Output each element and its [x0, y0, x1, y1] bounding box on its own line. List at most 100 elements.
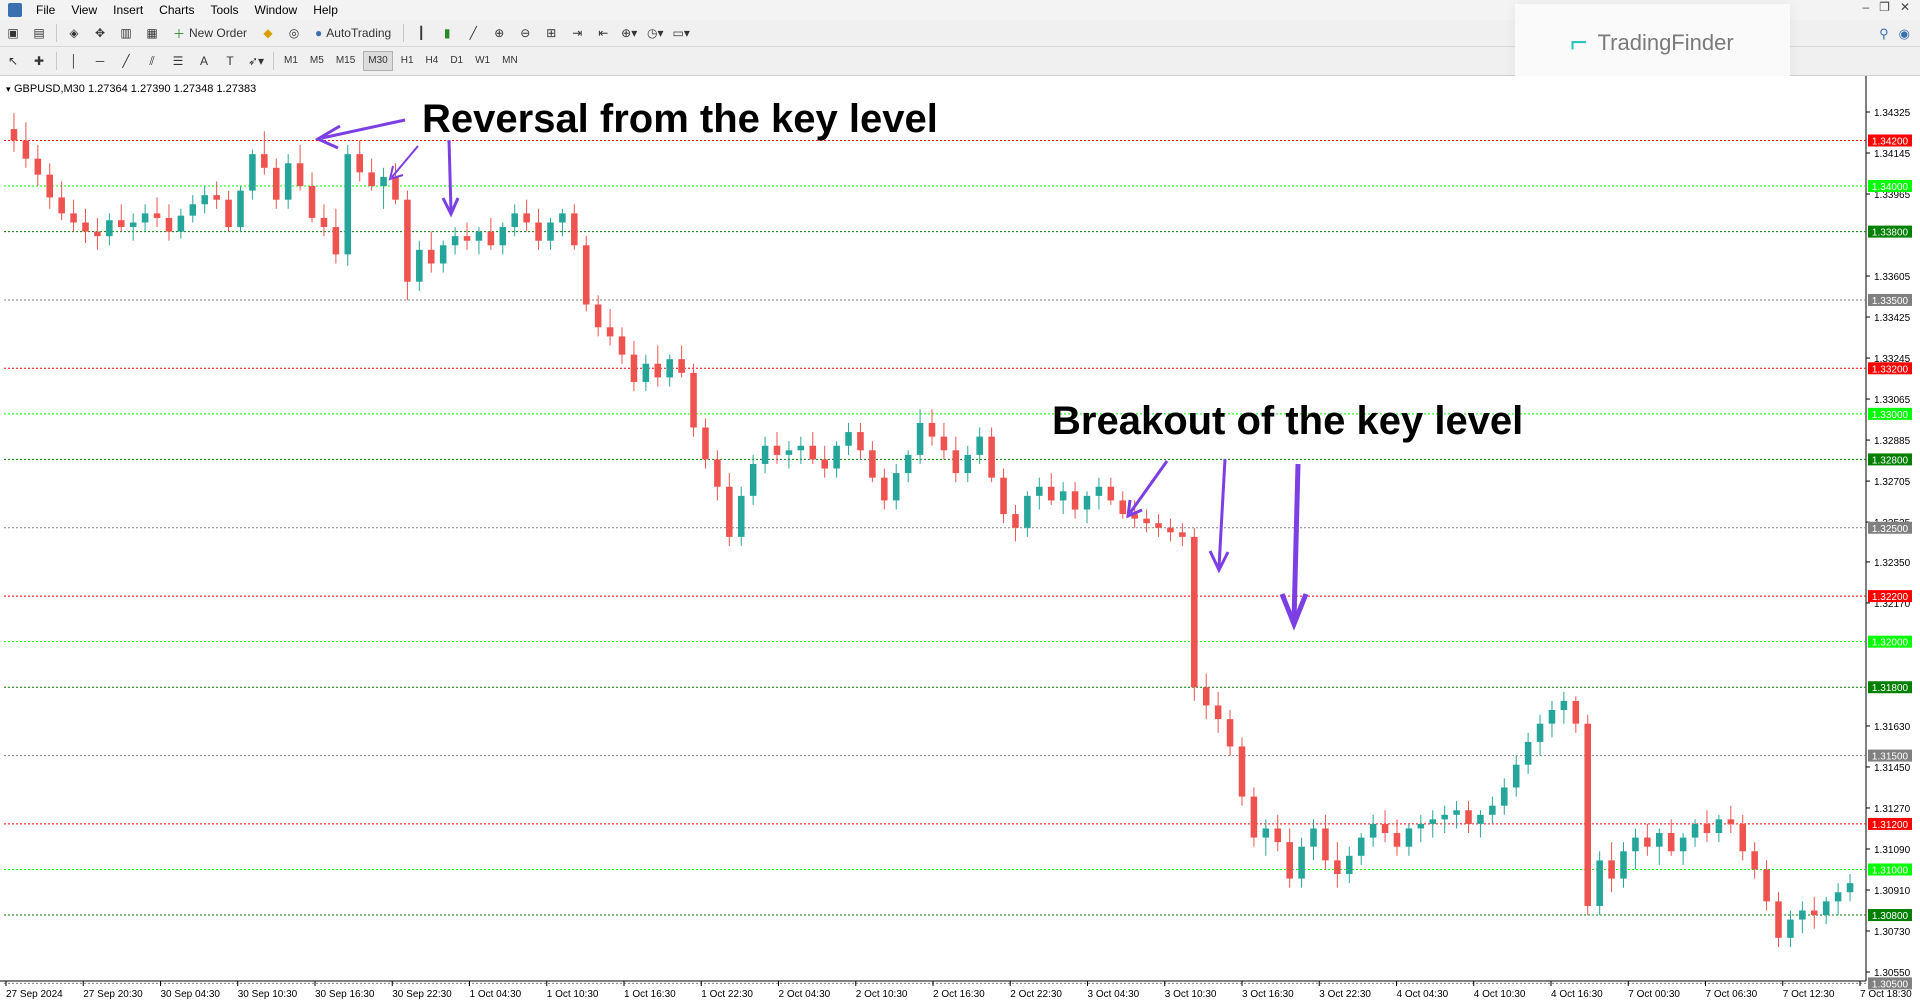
timeframe-d1[interactable]: D1: [450, 55, 464, 66]
candle-body: [1560, 700, 1568, 711]
auto-scroll-icon[interactable]: ⇥: [572, 26, 583, 40]
candle-body: [1047, 486, 1055, 501]
signals-icon[interactable]: ◎: [288, 26, 300, 40]
candle-body: [416, 249, 423, 282]
new-order-label: New Order: [189, 26, 248, 40]
price-tick-label: 1.30910: [1874, 886, 1911, 897]
menu-insert[interactable]: Insert: [113, 3, 144, 17]
search-icon[interactable]: ⚲: [1879, 26, 1889, 41]
candle-body: [1131, 514, 1138, 519]
menu-window[interactable]: Window: [254, 3, 298, 17]
candle-body: [952, 450, 960, 474]
candle-body: [1572, 700, 1580, 724]
new-order-button[interactable]: ＋ New Order: [167, 23, 253, 43]
key-level-tag-label: 1.34200: [1872, 136, 1909, 147]
horizontal-line-icon[interactable]: ─: [95, 54, 105, 68]
timeframe-h1[interactable]: H1: [400, 55, 414, 66]
timeframe-w1[interactable]: W1: [475, 55, 491, 66]
community-icon[interactable]: ◉: [1898, 26, 1910, 41]
new-chart-icon[interactable]: ▣: [7, 26, 19, 40]
navigator-icon[interactable]: ▥: [120, 26, 132, 40]
candle-body: [1036, 486, 1043, 496]
data-window-icon[interactable]: ✥: [94, 26, 106, 40]
time-tick-label: 3 Oct 16:30: [1242, 989, 1294, 1000]
crosshair-icon[interactable]: ✚: [33, 54, 45, 68]
line-chart-icon[interactable]: ╱: [469, 26, 477, 40]
time-tick-label: 7 Oct 18:30: [1860, 989, 1912, 1000]
cursor-icon[interactable]: ↖: [7, 54, 19, 68]
vertical-line-icon[interactable]: │: [70, 54, 78, 68]
timeframe-m1[interactable]: M1: [284, 55, 298, 66]
arrows-icon[interactable]: ➶▾: [247, 54, 265, 68]
meta-editor-icon[interactable]: ◆: [263, 26, 273, 40]
candle-body: [1584, 723, 1592, 906]
candle-body: [964, 454, 972, 474]
candle-body: [451, 236, 459, 246]
candle-body: [1429, 819, 1437, 824]
indicators-icon[interactable]: ⊕▾: [621, 26, 638, 40]
zoom-in-icon[interactable]: ⊕: [494, 26, 505, 40]
market-watch-icon[interactable]: ◈: [69, 26, 79, 40]
menu-help[interactable]: Help: [313, 3, 338, 17]
candle-body: [1071, 491, 1079, 510]
minimize-icon[interactable]: –: [1862, 0, 1870, 14]
candle-body: [58, 197, 65, 214]
profiles-icon[interactable]: ▤: [33, 26, 45, 40]
price-tick-label: 1.33605: [1874, 272, 1911, 283]
candle-body: [1810, 910, 1818, 916]
templates-icon[interactable]: ▭▾: [672, 26, 690, 40]
key-level-tag: [1868, 863, 1912, 876]
candlestick-icon[interactable]: ▮: [443, 26, 451, 40]
timeframe-h4[interactable]: H4: [425, 55, 439, 66]
text-label-icon[interactable]: T: [226, 54, 234, 68]
menu-charts[interactable]: Charts: [159, 3, 195, 17]
candle-body: [869, 450, 876, 478]
candle-body: [928, 422, 936, 437]
candle-body: [976, 436, 983, 455]
candle-body: [1369, 823, 1377, 838]
menu-file[interactable]: File: [36, 3, 56, 17]
chart-shift-icon[interactable]: ⇤: [598, 26, 609, 40]
candle-body: [916, 422, 924, 455]
bar-chart-icon[interactable]: ┃: [417, 26, 425, 40]
trendline-icon[interactable]: ╱: [122, 54, 130, 68]
candle-body: [1393, 833, 1401, 847]
tile-windows-icon[interactable]: ⊞: [546, 26, 557, 40]
time-tick-label: 1 Oct 22:30: [701, 989, 753, 1000]
zoom-out-icon[interactable]: ⊖: [520, 26, 531, 40]
time-tick-label: 2 Oct 22:30: [1010, 989, 1062, 1000]
candle-body: [1381, 823, 1389, 834]
candle-body: [666, 359, 673, 378]
candle-body: [189, 204, 197, 216]
time-tick-label: 2 Oct 16:30: [933, 989, 985, 1000]
menu-view[interactable]: View: [71, 3, 98, 17]
candle-body: [1799, 910, 1806, 920]
candle-body: [1703, 823, 1711, 834]
close-icon[interactable]: ✕: [1899, 0, 1910, 14]
candle-body: [785, 450, 793, 455]
time-tick-label: 7 Oct 12:30: [1783, 989, 1835, 1000]
channel-icon[interactable]: ⫽: [149, 53, 155, 68]
autotrading-button[interactable]: ● AutoTrading: [309, 23, 397, 43]
candle-body: [940, 436, 948, 451]
candle-body: [797, 445, 805, 451]
timeframe-m5[interactable]: M5: [309, 55, 324, 66]
fibonacci-icon[interactable]: ☰: [172, 54, 184, 68]
candle-body: [1715, 819, 1723, 834]
timeframe-m30[interactable]: M30: [363, 51, 393, 71]
price-chart[interactable]: 1.34325 1.34145 1.33965 1.33605 1.33425 1.332…: [0, 76, 1920, 1004]
autotrading-icon: ●: [315, 26, 323, 40]
brand-name: TradingFinder: [1597, 30, 1734, 55]
time-tick-label: 7 Oct 00:30: [1628, 989, 1680, 1000]
candle-body: [1191, 536, 1198, 688]
text-icon[interactable]: A: [199, 54, 208, 68]
timeframe-m15[interactable]: M15: [335, 55, 356, 66]
candle-body: [571, 213, 578, 246]
menu-tools[interactable]: Tools: [210, 3, 239, 17]
restore-icon[interactable]: ❐: [1879, 0, 1890, 14]
candle-body: [1334, 860, 1341, 875]
key-level-tag-label: 1.32000: [1872, 638, 1909, 649]
periods-icon[interactable]: ◷▾: [646, 26, 664, 40]
terminal-icon[interactable]: ▦: [146, 26, 158, 40]
timeframe-mn[interactable]: MN: [502, 55, 518, 66]
